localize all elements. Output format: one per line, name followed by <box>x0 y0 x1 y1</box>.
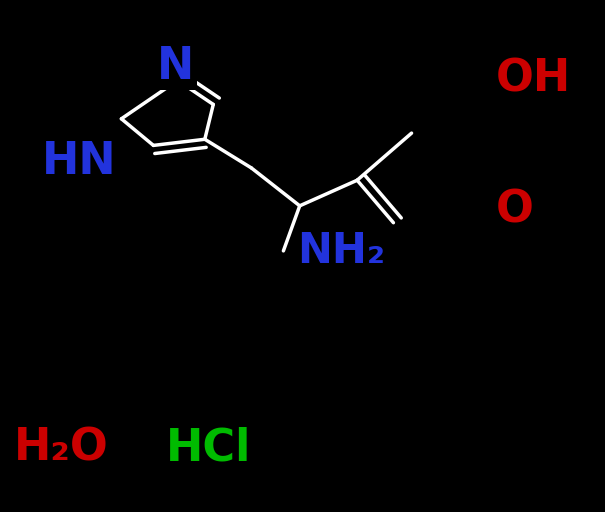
Text: O: O <box>495 188 533 231</box>
Text: H₂O: H₂O <box>13 426 108 470</box>
Text: HCl: HCl <box>166 426 252 470</box>
Text: HN: HN <box>42 140 116 183</box>
Text: OH: OH <box>496 58 572 101</box>
Text: N: N <box>157 45 194 88</box>
Text: NH₂: NH₂ <box>296 230 385 272</box>
